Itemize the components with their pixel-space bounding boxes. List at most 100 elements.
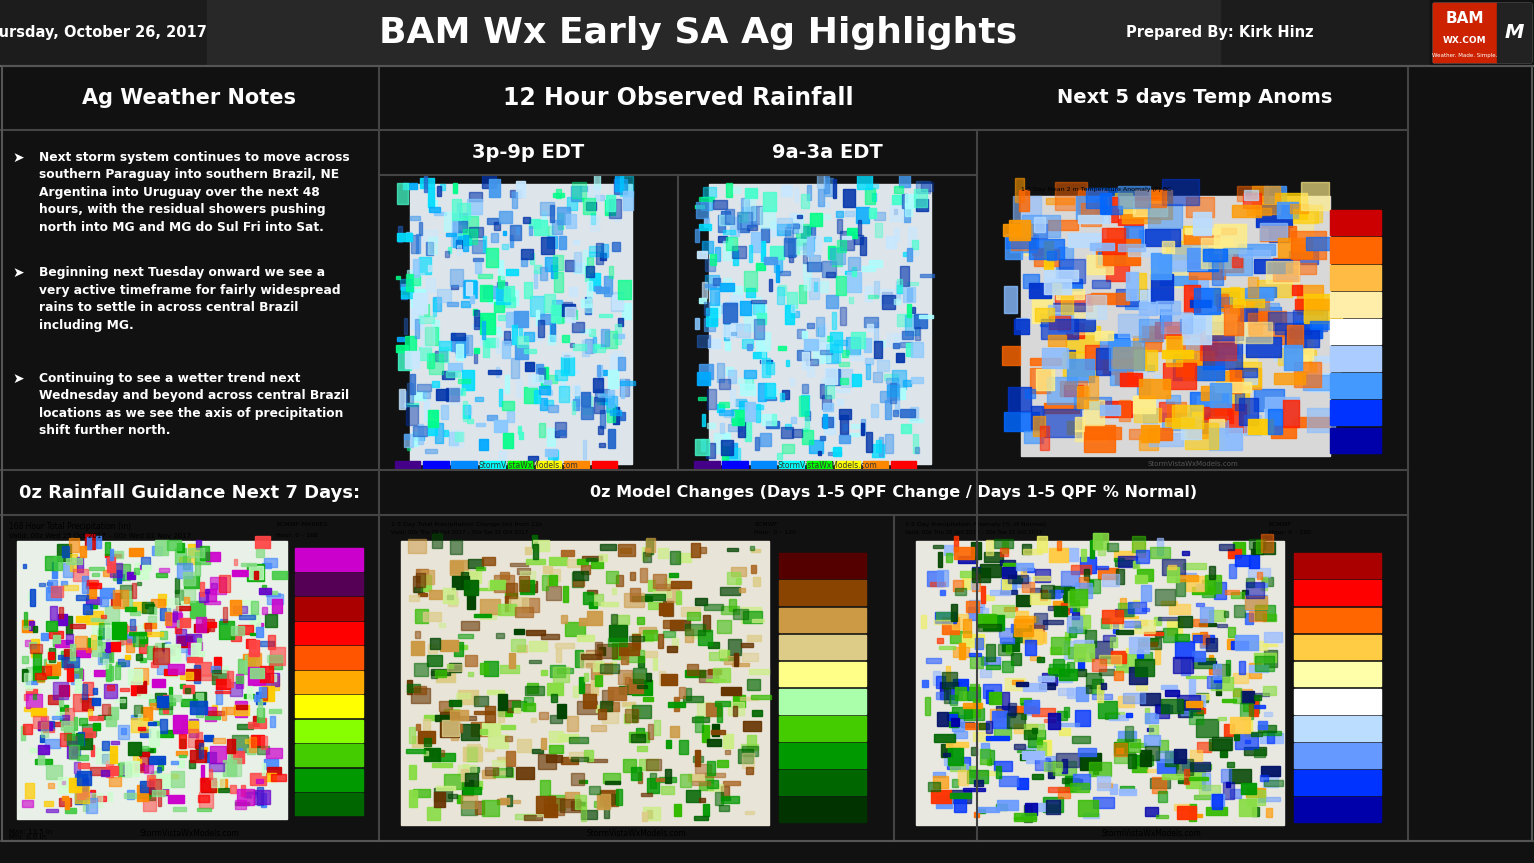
Bar [761, 242, 765, 261]
Bar [423, 720, 430, 732]
Bar [833, 340, 847, 345]
Bar [1226, 783, 1230, 787]
Bar [1115, 630, 1134, 634]
Bar [141, 557, 150, 569]
Bar [555, 189, 561, 198]
Bar [531, 253, 534, 263]
Bar [601, 709, 618, 723]
Bar [821, 280, 828, 293]
Bar [1296, 286, 1322, 314]
Bar [1114, 742, 1127, 752]
Bar [141, 749, 153, 752]
Bar [914, 327, 920, 340]
Bar [77, 557, 83, 572]
Bar [167, 730, 183, 734]
Bar [572, 757, 588, 761]
Bar [1037, 676, 1054, 681]
Bar [833, 179, 836, 198]
Bar [1016, 616, 1034, 622]
Bar [994, 761, 1012, 772]
Bar [514, 311, 528, 327]
Bar [517, 336, 528, 347]
Bar [449, 432, 459, 444]
Bar [586, 557, 597, 561]
Bar [663, 620, 683, 628]
Bar [1048, 219, 1078, 230]
Bar [198, 592, 207, 602]
Bar [44, 556, 57, 570]
Bar [227, 671, 233, 687]
Bar [680, 687, 686, 698]
Bar [1290, 243, 1309, 252]
Bar [686, 671, 706, 677]
Bar [1118, 789, 1135, 796]
Bar [459, 633, 472, 639]
Bar [1111, 610, 1123, 627]
Bar [647, 580, 655, 591]
Bar [91, 792, 101, 807]
Bar [199, 778, 210, 791]
Bar [1246, 577, 1255, 588]
Bar [595, 704, 604, 712]
Bar [1157, 751, 1178, 762]
Bar [1092, 532, 1109, 549]
Bar [1244, 613, 1253, 624]
Bar [742, 653, 758, 660]
Bar [222, 608, 227, 621]
Bar [1189, 804, 1197, 821]
Bar [765, 362, 773, 374]
Bar [900, 266, 910, 287]
Bar [244, 695, 255, 697]
Bar [261, 585, 265, 589]
Bar [1060, 381, 1088, 396]
Bar [1065, 632, 1071, 643]
Bar [252, 795, 256, 805]
Bar [1310, 321, 1333, 329]
Bar [759, 360, 772, 363]
Bar [620, 380, 629, 395]
Bar [483, 340, 489, 357]
Bar [439, 347, 448, 362]
Bar [480, 285, 492, 301]
Bar [126, 607, 137, 611]
Bar [505, 595, 511, 611]
Bar [686, 689, 692, 701]
Bar [272, 571, 287, 579]
Bar [227, 739, 235, 753]
Bar [1078, 190, 1106, 214]
Bar [445, 212, 457, 231]
Bar [761, 207, 775, 228]
Bar [942, 671, 957, 688]
Bar [1048, 761, 1054, 778]
Bar [595, 675, 601, 685]
Bar [1048, 606, 1068, 610]
Bar [1126, 648, 1135, 652]
Bar [120, 697, 126, 708]
Bar [802, 384, 808, 394]
Bar [1197, 719, 1218, 737]
Bar [865, 364, 870, 379]
Bar [549, 224, 554, 236]
Bar [181, 740, 186, 748]
Text: 12 Hour Observed Rainfall: 12 Hour Observed Rainfall [503, 86, 853, 110]
Bar [433, 298, 436, 316]
Bar [83, 604, 92, 614]
Bar [1088, 294, 1115, 303]
Bar [706, 308, 716, 326]
Bar [1097, 243, 1108, 267]
Bar [397, 337, 403, 342]
Bar [140, 635, 147, 653]
Bar [480, 337, 489, 344]
Bar [514, 814, 534, 819]
Bar [871, 444, 885, 457]
Bar [110, 593, 120, 606]
Bar [272, 608, 276, 615]
Bar [1216, 370, 1243, 392]
Bar [405, 274, 413, 292]
Bar [618, 643, 640, 655]
Bar [741, 744, 758, 749]
Bar [48, 649, 55, 664]
Bar [591, 216, 600, 231]
Bar [525, 387, 537, 403]
Bar [37, 674, 44, 683]
